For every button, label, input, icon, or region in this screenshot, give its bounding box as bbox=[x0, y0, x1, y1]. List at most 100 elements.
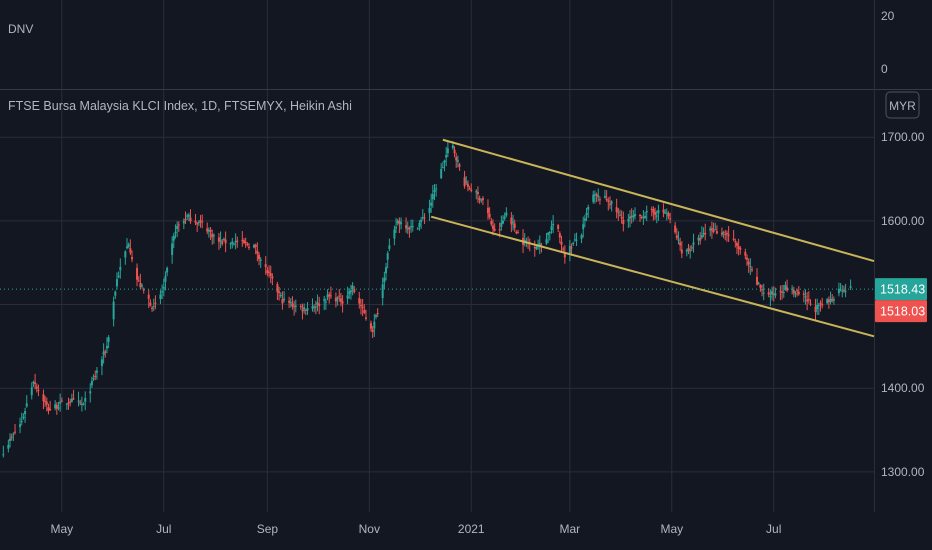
candle-body bbox=[722, 231, 725, 233]
candle-body bbox=[421, 217, 424, 219]
candle-body bbox=[338, 295, 341, 297]
candle-body bbox=[334, 297, 337, 302]
candle-body bbox=[410, 226, 413, 228]
candle-body bbox=[757, 283, 760, 285]
candle-body bbox=[547, 233, 550, 235]
candle-body bbox=[34, 382, 37, 385]
candle-body bbox=[839, 289, 842, 291]
candle-body bbox=[349, 290, 352, 293]
candle-body bbox=[420, 219, 423, 223]
candle-body bbox=[364, 317, 367, 319]
candle-body bbox=[654, 212, 657, 215]
candle-body bbox=[674, 225, 677, 233]
candle-body bbox=[117, 275, 120, 277]
candle-body bbox=[582, 224, 585, 230]
candle-body bbox=[301, 309, 304, 312]
candle-body bbox=[388, 245, 391, 249]
candle-body bbox=[639, 215, 642, 217]
candle-body bbox=[224, 239, 227, 244]
candle-body bbox=[669, 218, 672, 220]
candle-body bbox=[201, 221, 204, 223]
candle-body bbox=[375, 315, 378, 317]
candle-body bbox=[468, 188, 471, 190]
candle-body bbox=[430, 202, 433, 206]
candle-body bbox=[709, 228, 712, 231]
candle-body bbox=[796, 290, 799, 292]
candle-body bbox=[112, 301, 115, 320]
candle-body bbox=[288, 300, 291, 303]
candle-body bbox=[20, 421, 23, 423]
candle-body bbox=[481, 198, 484, 200]
time-tick-label: May bbox=[50, 522, 73, 536]
candle-body bbox=[794, 293, 797, 295]
candle-body bbox=[490, 220, 493, 225]
candle-body bbox=[640, 216, 643, 219]
candle-body bbox=[690, 247, 693, 249]
candle-body bbox=[291, 303, 294, 307]
candle-body bbox=[79, 402, 82, 404]
candles[interactable] bbox=[2, 141, 852, 458]
candle-body bbox=[104, 351, 107, 353]
candle-body bbox=[563, 252, 566, 258]
channel-lines[interactable] bbox=[430, 138, 875, 338]
candle-body bbox=[316, 302, 319, 305]
candle-body bbox=[441, 167, 444, 169]
channel-line[interactable] bbox=[430, 215, 875, 338]
candle-body bbox=[341, 301, 344, 304]
currency-badge[interactable]: MYR bbox=[885, 91, 920, 119]
indicator-axis[interactable]: 20 0 bbox=[881, 9, 895, 76]
candle-body bbox=[289, 302, 292, 304]
candle-body bbox=[607, 200, 610, 202]
candle-body bbox=[209, 229, 212, 232]
candle-body bbox=[253, 245, 256, 248]
candle-body bbox=[363, 310, 366, 313]
candle-body bbox=[72, 398, 75, 400]
candle-body bbox=[699, 238, 702, 241]
candle-body bbox=[24, 411, 27, 415]
candle-body bbox=[166, 267, 169, 273]
candle-body bbox=[455, 157, 458, 161]
candle-body bbox=[428, 207, 431, 213]
price-tick-label: 1400.00 bbox=[881, 381, 925, 395]
channel-line[interactable] bbox=[442, 138, 875, 263]
candle-body bbox=[761, 289, 764, 291]
candle-body bbox=[416, 228, 419, 230]
candle-body bbox=[617, 211, 620, 213]
candle-body bbox=[587, 206, 590, 210]
candle-body bbox=[832, 299, 835, 301]
time-tick-label: Jul bbox=[156, 522, 171, 536]
candle-body bbox=[115, 279, 118, 287]
candle-body bbox=[557, 225, 560, 229]
candle-body bbox=[7, 444, 10, 449]
candle-body bbox=[734, 241, 737, 243]
price-tick-label: 1700.00 bbox=[881, 130, 925, 144]
candle-body bbox=[608, 204, 611, 206]
price-axis[interactable]: 1300.00 1400.00 1600.00 1700.00 bbox=[881, 130, 925, 479]
time-axis[interactable]: May Jul Sep Nov 2021 Mar May Jul bbox=[50, 522, 781, 536]
candle-body bbox=[595, 194, 598, 196]
candle-body bbox=[675, 235, 678, 239]
candle-body bbox=[570, 247, 573, 249]
candle-body bbox=[161, 291, 164, 293]
candle-body bbox=[837, 288, 840, 294]
candle-body bbox=[714, 229, 717, 231]
candle-body bbox=[603, 195, 606, 198]
candle-body bbox=[689, 250, 692, 252]
candle-body bbox=[585, 212, 588, 215]
candle-body bbox=[242, 240, 245, 243]
candle-body bbox=[480, 199, 483, 201]
candle-body bbox=[657, 210, 660, 214]
indicator-tick-label: 20 bbox=[881, 9, 895, 23]
candle-body bbox=[593, 194, 596, 196]
candle-body bbox=[44, 400, 47, 402]
candle-body bbox=[393, 229, 396, 239]
candle-body bbox=[25, 403, 28, 407]
candle-body bbox=[512, 221, 515, 223]
candle-body bbox=[65, 403, 68, 405]
candle-body bbox=[147, 294, 150, 299]
candle-body bbox=[82, 403, 85, 405]
candle-body bbox=[762, 292, 765, 294]
candle-body bbox=[465, 181, 468, 183]
candle-body bbox=[732, 238, 735, 240]
